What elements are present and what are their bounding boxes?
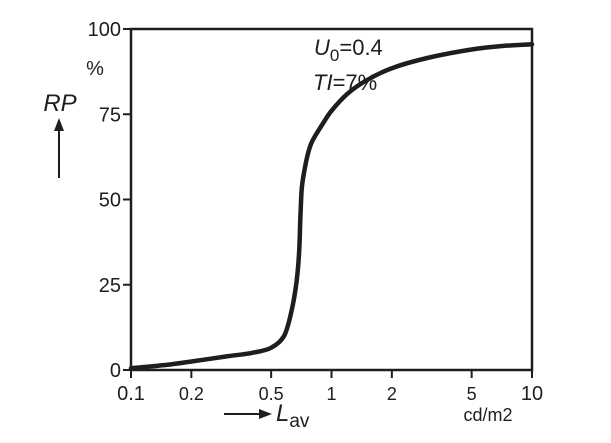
- annotation-ti: TI=7%: [313, 70, 377, 95]
- y-axis-label: RP: [43, 90, 76, 117]
- series-line: [128, 42, 535, 371]
- x-tick-label: 0.5: [259, 384, 284, 404]
- y-axis: 0 25 50 75 100: [88, 19, 131, 382]
- x-tick-label: 5: [467, 384, 477, 404]
- y-unit-label: %: [86, 58, 104, 80]
- y-tick-label: 25: [99, 275, 121, 297]
- y-tick-label: 0: [110, 360, 121, 382]
- y-tick-label: 50: [99, 190, 121, 212]
- y-arrow-icon: [54, 118, 64, 178]
- x-axis: 0.1 0.2 0.5 1 2 5 10: [117, 370, 543, 405]
- y-tick-label: 100: [88, 19, 121, 41]
- x-tick-label: 2: [387, 384, 397, 404]
- x-tick-label: 10: [521, 383, 543, 405]
- annotation-u0: U0=0.4: [314, 35, 383, 65]
- y-tick-label: 75: [99, 104, 121, 126]
- x-tick-label: 0.2: [179, 384, 204, 404]
- x-unit-label: cd/m2: [463, 405, 512, 425]
- x-axis-label: Lav: [276, 400, 310, 432]
- x-tick-label: 0.1: [117, 383, 145, 405]
- x-arrow-icon: [224, 409, 272, 419]
- x-tick-label: 1: [326, 384, 336, 404]
